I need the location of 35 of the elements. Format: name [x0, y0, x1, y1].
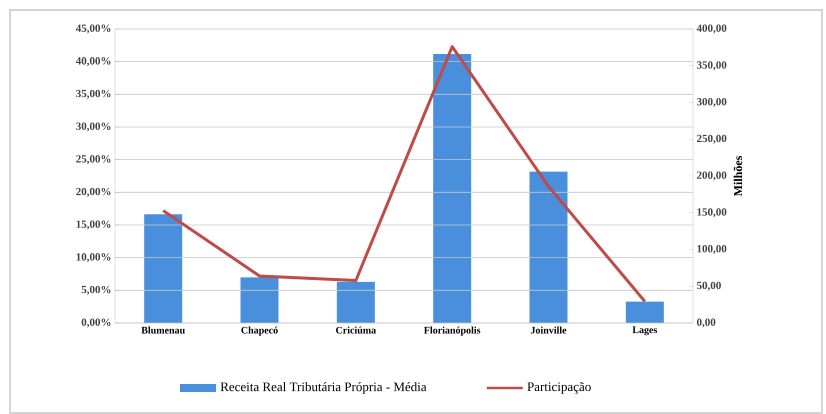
x-tick-label: Lages	[632, 326, 658, 336]
y2-tick-label: 150,00	[697, 208, 726, 218]
y-tick-label: 30,00%	[76, 122, 110, 132]
y2-axis-title: Milhões	[734, 156, 742, 196]
y2-tick-label: 50,00	[696, 282, 721, 291]
x-tick-label: Joinville	[530, 326, 566, 334]
y2-tick-label: 100,00	[697, 244, 726, 254]
legend-label: Participação	[527, 382, 591, 394]
bar	[626, 302, 664, 323]
y2-tick-label: 200,00	[696, 171, 726, 181]
bar	[144, 214, 182, 323]
y2-tick-label: 250,00	[696, 134, 726, 144]
y-tick-label: 25,00%	[76, 155, 110, 164]
y2-tick-label: 0,00	[696, 318, 716, 328]
legend-label: Receita Real Tributária Própria - Média	[220, 382, 426, 394]
y2-tick-label: 350,00	[696, 61, 726, 70]
y2-tick-label: 400,00	[696, 24, 726, 34]
bar	[433, 54, 472, 323]
y-tick-label: 40,00%	[76, 57, 110, 66]
y-tick-label: 10,00%	[76, 253, 110, 262]
y2-tick-label: 300,00	[696, 98, 726, 108]
y-tick-label: 35,00%	[76, 90, 110, 99]
y-tick-label: 5,00%	[82, 286, 110, 295]
line-series	[162, 45, 646, 303]
y-tick-label: 0,00%	[82, 318, 110, 328]
y-tick-label: 20,00%	[76, 188, 110, 197]
x-tick-label: Criciúma	[336, 326, 376, 334]
x-tick-label: Florianópolis	[424, 326, 480, 336]
y-tick-label: 15,00%	[76, 220, 110, 230]
bar	[240, 277, 279, 323]
x-tick-label: Chapecó	[241, 326, 278, 336]
bar	[336, 282, 375, 323]
bar	[530, 172, 568, 323]
y-tick-label: 45,00%	[76, 24, 110, 34]
x-tick-label: Blumenau	[141, 326, 185, 334]
